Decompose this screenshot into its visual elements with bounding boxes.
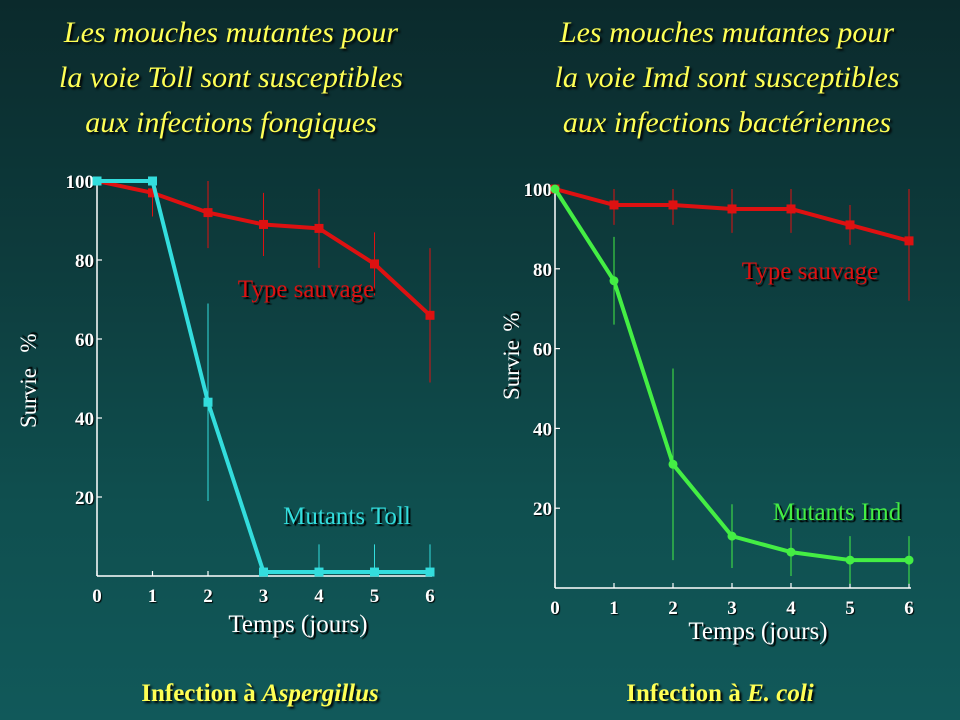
y-axis-label: Survie: [16, 368, 41, 428]
caption-prefix: Infection à: [626, 680, 748, 707]
y-tick-label: 60: [75, 330, 94, 351]
x-tick-label: 0: [92, 586, 102, 607]
data-point: [668, 459, 678, 469]
left-panel-title: Les mouches mutantes pour la voie Toll s…: [0, 10, 466, 145]
data-point: [609, 200, 619, 210]
x-tick-label: 3: [727, 598, 737, 619]
data-point: [259, 219, 268, 229]
caption-organism: E. coli: [747, 680, 814, 707]
x-tick-label: 5: [370, 586, 380, 607]
y-tick-label: 40: [533, 419, 552, 440]
title-line: la voie Imd sont susceptibles: [554, 61, 900, 94]
series-label: Type sauvage: [742, 258, 878, 285]
data-point: [314, 223, 324, 233]
y-tick-label: 40: [75, 409, 94, 430]
y-tick-label: 20: [533, 499, 552, 520]
data-point: [425, 310, 435, 320]
y-tick-label: 60: [533, 340, 552, 361]
title-line: Les mouches mutantes pour: [63, 16, 399, 49]
title-line: Les mouches mutantes pour: [559, 16, 895, 49]
x-tick-label: 6: [425, 586, 435, 607]
x-tick-label: 6: [904, 598, 914, 619]
data-point: [92, 176, 102, 186]
x-axis-label: Temps (jours): [688, 618, 827, 645]
x-tick-label: 2: [668, 598, 678, 619]
title-line: la voie Toll sont susceptibles: [59, 61, 403, 94]
data-point: [370, 567, 379, 577]
title-line: aux infections fongiques: [85, 106, 377, 139]
series-label: Type sauvage: [238, 276, 374, 303]
data-point: [148, 176, 157, 186]
data-point: [609, 276, 619, 286]
data-point: [727, 531, 737, 541]
x-axis-label: Temps (jours): [228, 611, 367, 638]
data-point: [314, 567, 324, 577]
data-point: [425, 567, 435, 577]
data-point: [845, 220, 855, 230]
x-tick-label: 0: [550, 598, 560, 619]
y-axis-label: Survie: [499, 340, 524, 400]
x-tick-label: 3: [259, 586, 269, 607]
y-axis-unit: %: [16, 333, 41, 352]
data-point: [668, 200, 678, 210]
y-tick-label: 100: [524, 180, 553, 201]
y-axis-unit: %: [499, 312, 524, 331]
x-tick-label: 1: [609, 598, 619, 619]
x-tick-label: 5: [845, 598, 855, 619]
series-label: Mutants Toll: [283, 503, 411, 530]
y-tick-label: 100: [66, 172, 95, 193]
x-tick-label: 1: [148, 586, 158, 607]
x-tick-label: 2: [203, 586, 213, 607]
data-point: [259, 567, 268, 577]
data-point: [550, 184, 560, 194]
data-point: [786, 204, 796, 214]
x-tick-label: 4: [786, 598, 796, 619]
y-tick-label: 80: [533, 260, 552, 281]
data-point: [845, 555, 855, 565]
data-point: [203, 397, 213, 407]
data-point: [203, 208, 213, 218]
left-chart-caption: Infection à Aspergillus: [25, 680, 495, 708]
data-point: [727, 204, 737, 214]
y-tick-label: 20: [75, 488, 94, 509]
data-point: [786, 547, 796, 557]
data-point: [148, 188, 157, 198]
right-panel-title: Les mouches mutantes pour la voie Imd so…: [492, 10, 960, 145]
right-chart-caption: Infection à E. coli: [485, 680, 955, 708]
y-tick-label: 80: [75, 251, 94, 272]
caption-prefix: Infection à: [141, 680, 263, 707]
data-point: [904, 236, 914, 246]
data-point: [370, 259, 379, 269]
data-point: [904, 555, 914, 565]
caption-organism: Aspergillus: [262, 680, 379, 707]
x-tick-label: 4: [314, 586, 324, 607]
title-line: aux infections bactériennes: [562, 106, 892, 139]
series-label: Mutants Imd: [773, 499, 902, 526]
